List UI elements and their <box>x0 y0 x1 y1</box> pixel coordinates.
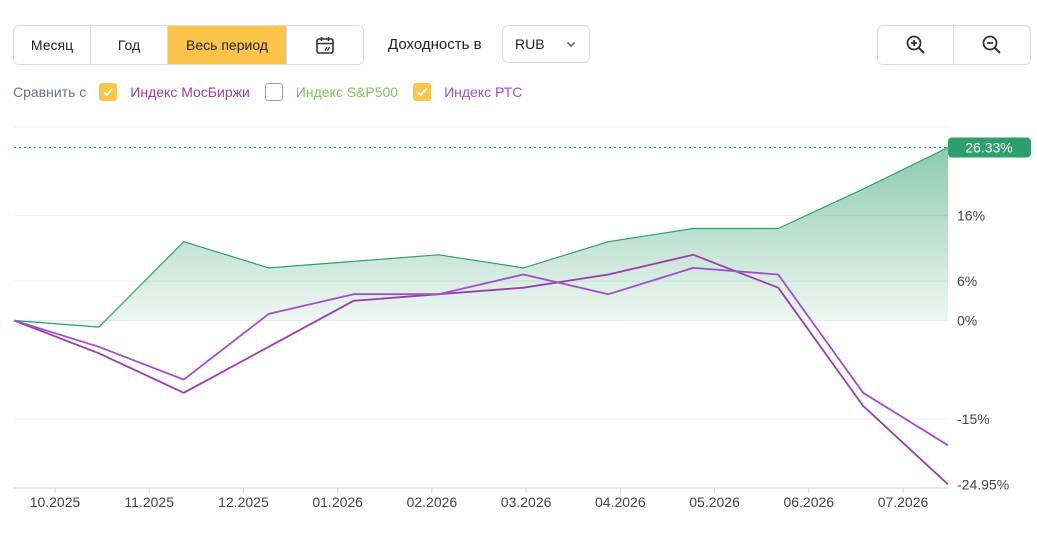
y-tick-label: 6% <box>957 273 977 289</box>
x-tick-label: 11.2025 <box>124 494 174 510</box>
currency-value: RUB <box>515 36 545 52</box>
last-value-badge <box>948 137 1031 158</box>
y-tick-label: 16% <box>957 207 985 223</box>
rts-label[interactable]: Индекс РТС <box>444 84 523 100</box>
x-tick-label: 04.2026 <box>595 494 646 510</box>
last-value-label: 26.33% <box>965 140 1012 156</box>
x-tick-label: 02.2026 <box>407 494 458 510</box>
portfolio-line <box>13 146 949 328</box>
period-month-button[interactable]: Месяц <box>14 26 91 64</box>
index-last-value-label: -24.95% <box>957 476 1009 492</box>
calendar-icon <box>316 37 334 54</box>
period-year-button[interactable]: Год <box>91 26 168 64</box>
chevron-down-icon <box>566 41 576 48</box>
y-tick-label: -15% <box>957 411 990 427</box>
moex-label[interactable]: Индекс МосБиржи <box>130 84 250 100</box>
sp500-checkbox[interactable] <box>264 83 283 101</box>
x-tick-label: 06.2026 <box>783 494 834 510</box>
zoom-out-icon <box>982 35 1001 54</box>
x-tick-label: 05.2026 <box>689 494 740 510</box>
rts-checkbox[interactable] <box>413 83 432 101</box>
zoom-in-icon <box>906 35 925 54</box>
compare-label: Сравнить с <box>13 84 87 100</box>
x-tick-label: 07.2026 <box>878 494 929 510</box>
x-tick-label: 01.2026 <box>312 494 363 510</box>
x-tick-label: 10.2025 <box>30 494 81 510</box>
x-tick-label: 12.2025 <box>218 494 269 510</box>
zoom-in-button[interactable] <box>878 26 954 64</box>
zoom-out-button[interactable] <box>954 26 1030 64</box>
check-icon <box>417 88 427 97</box>
period-selector: Месяц Год Весь период <box>13 25 364 65</box>
yield-label: Доходность в <box>388 36 482 53</box>
portfolio-area <box>14 147 948 328</box>
moex-checkbox[interactable] <box>99 83 118 101</box>
x-tick-label: 03.2026 <box>501 494 552 510</box>
index-line-1 <box>13 253 949 486</box>
compare-row: Сравнить с Индекс МосБиржи Индекс S&P500… <box>13 80 537 104</box>
period-all-button[interactable]: Весь период <box>168 26 287 64</box>
y-tick-label: 0% <box>957 312 977 328</box>
check-icon <box>103 88 113 97</box>
index-line-2 <box>13 267 949 447</box>
zoom-controls <box>877 25 1031 65</box>
yield-chart: 16% 6% 0% -15% 10.2025 11.2025 12.2025 01.2026 0… <box>13 126 1031 510</box>
sp500-label[interactable]: Индекс S&P500 <box>295 84 399 100</box>
currency-select[interactable]: RUB <box>502 25 590 63</box>
calendar-button[interactable] <box>287 26 363 64</box>
